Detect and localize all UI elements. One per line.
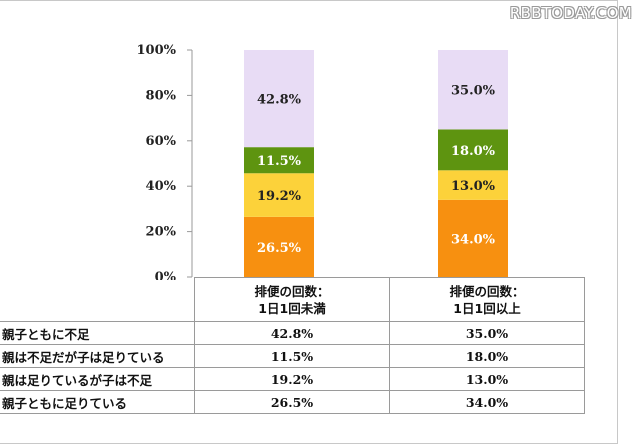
data-table: 排便の回数： 1日1回未満 排便の回数： 1日1回以上 親子ともに不足 42.8% 35.0…: [0, 277, 585, 414]
bar-segment: [244, 173, 314, 217]
bar-segment: [244, 50, 314, 148]
table-value: 35.0%: [389, 321, 585, 345]
y-tick-label: 80%: [146, 88, 177, 103]
table-value: 19.2%: [194, 367, 390, 391]
data-label: 19.2%: [257, 189, 302, 204]
table-header-row: 排便の回数： 1日1回未満 排便の回数： 1日1回以上: [0, 277, 585, 322]
stacked-bar-chart: 0% 20% 40% 60% 80% 100% 26.5% 19.2% 11.5% 42.8% 34…: [137, 43, 508, 280]
series-label: 親は足りているが子は不足: [0, 367, 195, 391]
bar-segment: [438, 129, 508, 171]
y-tick-label: 20%: [146, 225, 177, 240]
table-value: 26.5%: [194, 390, 390, 414]
bar-segment: [438, 199, 508, 277]
table-row: 親は不足だが子は足りている 11.5% 18.0%: [0, 344, 585, 368]
bar-segment: [244, 216, 314, 277]
table-value: 42.8%: [194, 321, 390, 345]
y-tick-label: 40%: [146, 179, 177, 194]
series-label: 親子ともに不足: [0, 321, 195, 345]
watermark: RBBTODAY.COM: [509, 4, 632, 22]
category-label: 排便の回数： 1日1回未満: [194, 277, 390, 322]
data-label: 11.5%: [257, 154, 302, 169]
table-value: 13.0%: [389, 367, 585, 391]
table-value: 34.0%: [389, 390, 585, 414]
table-row: 親子ともに不足 42.8% 35.0%: [0, 321, 585, 345]
data-label: 13.0%: [451, 179, 496, 194]
data-label: 35.0%: [451, 84, 496, 99]
y-tick-label: 60%: [146, 134, 177, 149]
table-row: 親は足りているが子は不足 19.2% 13.0%: [0, 367, 585, 391]
bar-segment: [244, 147, 314, 174]
data-label: 18.0%: [451, 144, 496, 159]
table-row: 親子ともに足りている 26.5% 34.0%: [0, 390, 585, 414]
table-value: 18.0%: [389, 344, 585, 368]
data-label: 34.0%: [451, 232, 496, 247]
category-label: 排便の回数： 1日1回以上: [389, 277, 585, 322]
bar-segment: [438, 50, 508, 130]
bar-segment: [438, 170, 508, 200]
series-label: 親子ともに足りている: [0, 390, 195, 414]
table-value: 11.5%: [194, 344, 390, 368]
y-tick-label: 0%: [155, 270, 177, 280]
series-label: 親は不足だが子は足りている: [0, 344, 195, 368]
table-corner-cell: [0, 277, 195, 322]
data-label: 26.5%: [257, 241, 302, 256]
y-tick-label: 100%: [137, 43, 177, 58]
data-label: 42.8%: [257, 93, 302, 108]
